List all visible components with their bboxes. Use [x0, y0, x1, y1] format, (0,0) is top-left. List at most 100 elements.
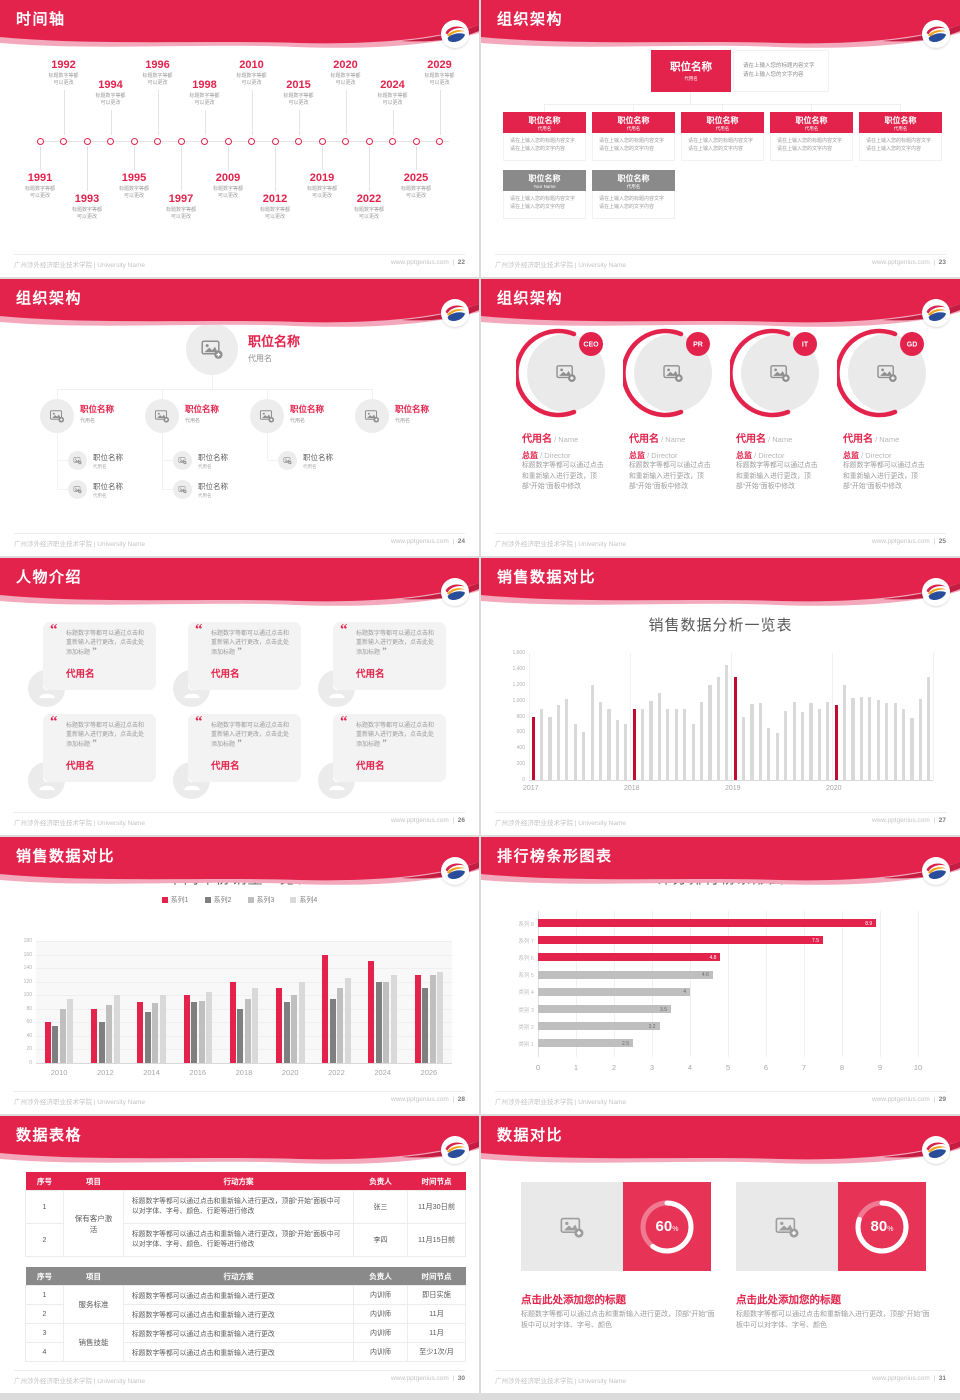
- timeline-caption: 可以更改: [194, 100, 215, 106]
- org-subnode-sub: 代用名: [198, 493, 212, 498]
- footer-site: www.pptgenius.com | 24: [391, 538, 465, 545]
- slide-footer: 广州涉外经济职业技术学院 | University Name www.pptge…: [495, 254, 946, 269]
- bar: [691, 724, 695, 780]
- gridline-vertical: [842, 911, 843, 1057]
- org-connector: [162, 489, 173, 490]
- x-axis-tick-label: 2018: [235, 1068, 253, 1077]
- org-subnode-text: 职位名称 代用名: [198, 481, 268, 499]
- legend-swatch: [204, 897, 211, 903]
- timeline-item: 1995 标题数字等都 可以更改: [104, 172, 164, 200]
- x-axis-tick-label: 2018: [624, 785, 640, 792]
- timeline-caption: 标题数字等都: [95, 93, 126, 99]
- member-name: 代用名: [843, 434, 873, 445]
- gridline-vertical: [538, 911, 539, 1057]
- bar: [144, 1012, 151, 1063]
- bar: [538, 970, 713, 979]
- bar: [237, 1008, 244, 1063]
- slide-org-tree[interactable]: 组织架构 职位名称 代用名 职位名称 代用名 职位名称 代用名 职位名称 代用名 职位名称 代用名…: [0, 279, 479, 556]
- bar: [598, 702, 603, 780]
- org-box-title: 职位名称: [884, 116, 917, 125]
- gridline-vertical: [630, 653, 631, 780]
- bar: [657, 692, 662, 780]
- timeline-marker: [248, 137, 255, 145]
- legend-label: 系列3: [256, 897, 275, 904]
- gridline-vertical: [529, 653, 530, 780]
- bar: [868, 697, 872, 780]
- member-portrait: IT: [728, 327, 822, 419]
- timeline-axis: [35, 141, 449, 142]
- org-box-title: 职位名称: [617, 174, 650, 183]
- bar: [893, 703, 897, 780]
- table-column-header: 负责人: [353, 1172, 408, 1191]
- org-node-title: 职位名称: [185, 404, 220, 414]
- bar-value-label: 7.5: [812, 937, 819, 944]
- slide-content: 序号 项目 行动方案 负责人 时间节点 1 保有客户激活 标题数字等都可以通过点击和重新输入进…: [0, 1116, 479, 1393]
- footer-university: 广州涉外经济职业技术学院 | University Name: [14, 541, 145, 548]
- bar: [918, 699, 922, 780]
- member-badge: CEO: [583, 342, 599, 349]
- org-root-title: 职位名称: [670, 61, 712, 73]
- footer-page-number: 25: [938, 538, 946, 545]
- portrait-graphic: GD: [835, 328, 926, 418]
- bar-highlight: [538, 919, 877, 927]
- close-quote-icon: ”: [235, 646, 242, 656]
- table-column-header: 序号: [25, 1172, 64, 1191]
- timeline-connector: [345, 90, 347, 135]
- timeline-connector: [110, 110, 112, 135]
- compare-heading: 点击此处添加您的标题: [521, 1294, 626, 1306]
- timeline-marker: [130, 137, 138, 145]
- timeline-marker: [271, 137, 279, 145]
- timeline-year: 2025: [403, 172, 429, 184]
- gridline-horizontal: [36, 981, 452, 983]
- member-badge: GD: [907, 342, 918, 349]
- footer-university: 广州涉外经济职业技术学院 | University Name: [14, 1099, 145, 1106]
- timeline-marker: [107, 137, 114, 145]
- note-line: 请在上输入您的文字内容: [599, 146, 655, 152]
- org-box-header: 职位名称 代用名: [592, 170, 675, 191]
- cell-due: 11月30日前: [407, 1190, 466, 1224]
- slide-org-boxes[interactable]: 组织架构 职位名称 代用名 请在上输入您的标题内容文字 请在上输入您的文字内容 职位名称…: [481, 0, 960, 277]
- slide-people[interactable]: 人物介绍 “标题数字等都可以通过点击和重新输入进行更改，点击此处添加标题 ” 代用…: [0, 558, 479, 835]
- bar: [901, 709, 906, 780]
- gridline-vertical: [614, 911, 615, 1057]
- slide-tables[interactable]: 数据表格 序号 项目 行动方案 负责人 时间节点 1 保有客户激活 标题数字等都可以通过点击和…: [0, 1116, 479, 1393]
- footer-page-number: 28: [457, 1096, 465, 1103]
- y-axis-tick-label: 160: [23, 951, 32, 958]
- member-name-en: / Name: [659, 435, 686, 444]
- slide-org-circles[interactable]: 组织架构 CEO 代用名 / Name 总监 / Director 标题数字等都可以…: [481, 279, 960, 556]
- chart-title: 销售数据分析一览表: [648, 617, 793, 634]
- timeline-connector: [416, 146, 417, 170]
- org-subnode-avatar: [173, 480, 192, 499]
- org-subnode-text: 职位名称 代用名: [198, 452, 268, 470]
- org-node-text: 职位名称 代用名: [290, 403, 360, 424]
- org-box-sub: 代用名: [715, 126, 730, 131]
- org-box-header: 职位名称 代用名: [503, 112, 586, 133]
- org-box-sub: Your Name: [533, 184, 556, 189]
- footer-university: 广州涉外经济职业技术学院 | University Name: [14, 262, 145, 269]
- timeline-item: 2022 标题数字等都 可以更改: [339, 193, 399, 221]
- timeline-caption: 标题数字等都: [165, 207, 196, 213]
- org-subnode-title: 职位名称: [198, 482, 228, 491]
- footer-site: www.pptgenius.com | 27: [872, 817, 946, 824]
- slide-content: “ 标题数字等都可以通过点击和重新输入进行更改，点击此处添加标题 ” 代用名 “ 标题数…: [0, 558, 479, 835]
- table-row: 1 服务标准 标题数字等都可以通过点击和重新输入进行更改 内训师 即日实施: [25, 1285, 466, 1324]
- org-box-body: 请在上输入您的标题内容文字 请在上输入您的文字内容: [592, 191, 675, 219]
- timeline-year: 1996: [145, 59, 170, 71]
- member-name: 代用名: [736, 434, 766, 445]
- x-axis-tick-label: 7: [801, 1063, 807, 1072]
- org-box-sub: 代用名: [626, 126, 641, 131]
- slide-timeline[interactable]: 时间轴 1992 标题数字等都 可以更改 1994 标题数字等都 可以更改 1996 标题数字…: [0, 0, 479, 277]
- slide-compare[interactable]: 数据对比 60% 点击此处添加您的标题 标题数字等都可以通过点击和重新输入进行更改，…: [481, 1116, 960, 1393]
- slide-sales-yearly[interactable]: 销售数据对比 不同年份销量一览表 系列1 系列2 系列3 系列4 0 20 40 60 80 100…: [0, 837, 479, 1114]
- timeline-connector: [298, 110, 300, 135]
- gridline-vertical: [728, 911, 729, 1057]
- person-card: “ 标题数字等都可以通过点击和重新输入进行更改，点击此处添加标题 ” 代用名: [43, 622, 156, 690]
- x-axis-tick-label: 2016: [189, 1068, 207, 1077]
- slide-sales-monthly[interactable]: 销售数据对比 销售数据分析一览表 0 200 400 600 800 1,000 1,200 1…: [481, 558, 960, 835]
- note-line: 请在上输入您的标题内容文字: [866, 138, 932, 144]
- bar: [98, 1022, 105, 1063]
- org-subnode-text: 职位名称 代用名: [303, 452, 373, 470]
- bar: [624, 724, 628, 780]
- org-subnode-sub: 代用名: [198, 464, 212, 469]
